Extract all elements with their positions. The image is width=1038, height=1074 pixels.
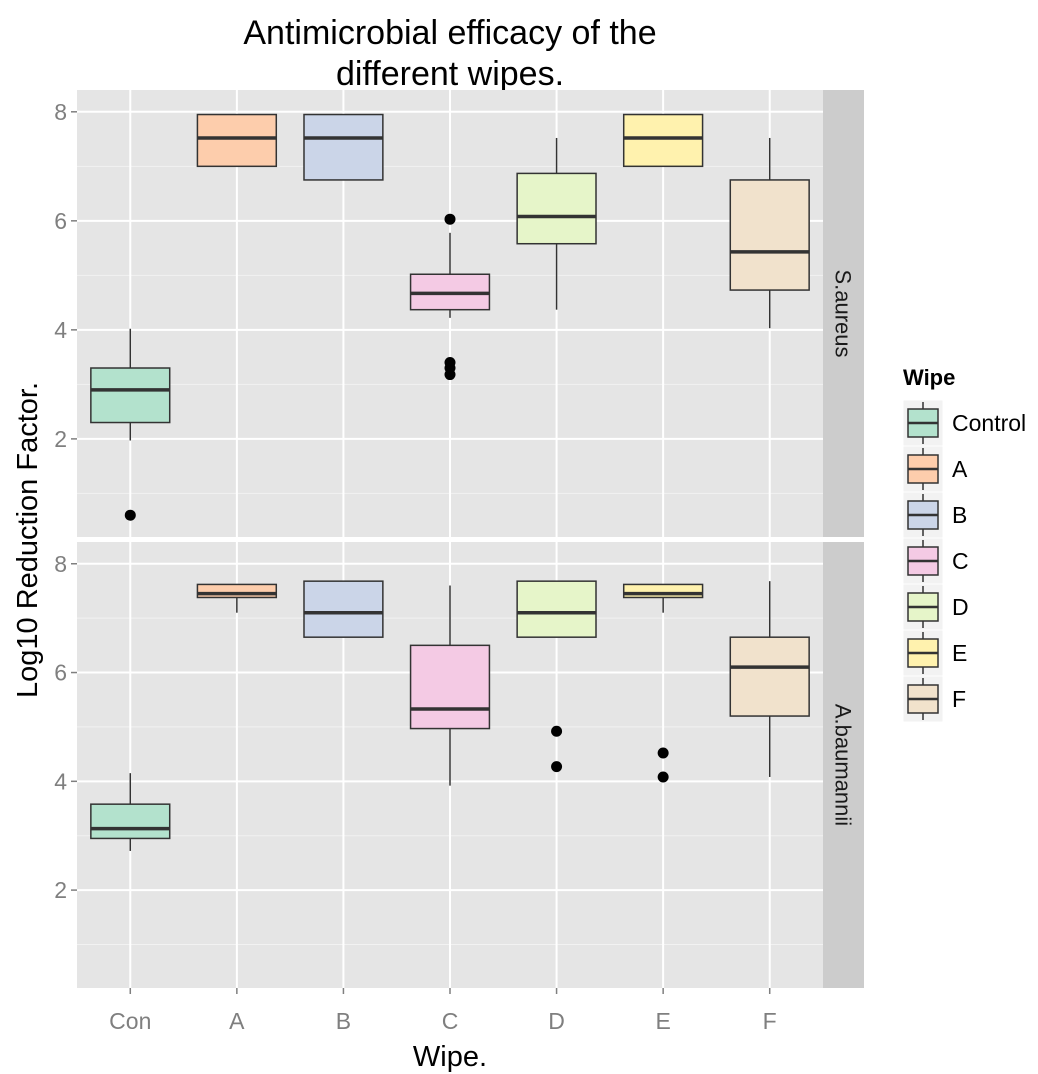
legend-label: C: [952, 548, 969, 574]
y-tick-label: 8: [54, 551, 67, 577]
box-A: [196, 113, 278, 168]
legend-entry: D: [902, 583, 969, 631]
y-tick-label: 2: [54, 426, 67, 452]
box-D: [516, 580, 597, 773]
outlier-point: [444, 369, 456, 381]
box-body: [303, 113, 384, 181]
box-D: [516, 137, 597, 310]
box-F: [729, 137, 810, 329]
facet-strip: [823, 542, 864, 988]
x-tick-label: C: [442, 1008, 459, 1034]
x-tick-label: E: [655, 1008, 670, 1034]
box-body: [622, 583, 704, 599]
outlier-point: [444, 213, 456, 225]
box-body: [303, 580, 384, 638]
chart-title: Antimicrobial efficacy of the different …: [243, 14, 656, 93]
outlier-point: [657, 771, 669, 783]
panel-2: 2 4 6 8 A.baumannii: [54, 542, 864, 988]
legend-label: E: [952, 640, 967, 666]
legend-entry: A: [902, 445, 968, 493]
facet-strip-label: S.aureus: [831, 269, 856, 357]
box-Con: [90, 328, 171, 521]
chart-title-line-1: Antimicrobial efficacy of the: [243, 14, 656, 52]
legend-label: B: [952, 502, 967, 528]
facet-strip: [823, 90, 864, 537]
legend-entry: B: [902, 491, 967, 539]
box-body: [196, 113, 278, 168]
x-axis-title: Wipe.: [413, 1041, 487, 1073]
legend-label: F: [952, 686, 966, 712]
legend-label: A: [952, 456, 968, 482]
box-body: [196, 583, 278, 599]
legend-entry: C: [902, 537, 969, 585]
outlier-point: [657, 747, 669, 759]
box-B: [303, 580, 384, 638]
box-E: [622, 583, 704, 783]
box-body: [729, 636, 810, 717]
legend-entry: E: [902, 629, 967, 677]
box-C: [409, 585, 491, 786]
y-tick-label: 6: [54, 660, 67, 686]
box-body: [409, 644, 491, 730]
box-body: [729, 179, 810, 291]
chart-title-line-2: different wipes.: [336, 55, 564, 93]
legend-entry: F: [902, 675, 966, 723]
box-body: [90, 367, 171, 424]
x-tick-label: B: [336, 1008, 351, 1034]
legend-label: D: [952, 594, 969, 620]
box-body: [622, 113, 704, 168]
box-C: [409, 213, 491, 381]
box-A: [196, 583, 278, 613]
outlier-point: [124, 509, 136, 521]
legend-entry: Control: [902, 399, 1026, 447]
x-tick-label: F: [763, 1008, 777, 1034]
y-tick-label: 4: [54, 768, 67, 794]
box-Con: [90, 773, 171, 851]
y-tick-label: 6: [54, 208, 67, 234]
y-tick-label: 4: [54, 317, 67, 343]
outlier-point: [551, 725, 563, 737]
box-body: [516, 580, 597, 638]
facet-strip-label: A.baumannii: [831, 704, 856, 826]
x-axis: Con A B C D E F: [109, 988, 777, 1034]
legend-label: Control: [952, 410, 1026, 436]
outlier-point: [551, 761, 563, 773]
box-body: [516, 172, 597, 245]
y-axis-title: Log10 Reduction Factor.: [12, 382, 44, 698]
x-tick-label: A: [229, 1008, 245, 1034]
box-F: [729, 581, 810, 777]
legend-title: Wipe: [903, 365, 955, 390]
x-tick-label: Con: [109, 1008, 151, 1034]
box-B: [303, 113, 384, 181]
box-E: [622, 113, 704, 168]
facet-panels: 2 4 6 8 S.aureus 2 4 6 8 A.baumannii: [54, 90, 864, 988]
panel-1: 2 4 6 8 S.aureus: [54, 90, 864, 537]
x-tick-label: D: [548, 1008, 565, 1034]
y-tick-label: 8: [54, 99, 67, 125]
box-body: [90, 803, 171, 840]
y-tick-label: 2: [54, 877, 67, 903]
